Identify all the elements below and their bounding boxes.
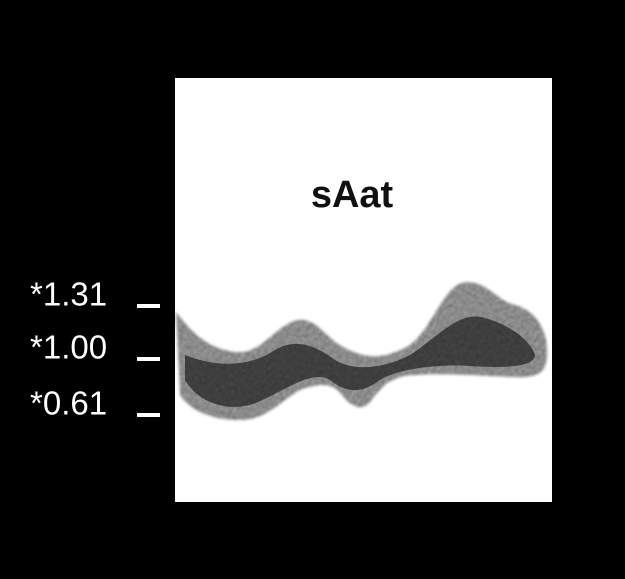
marker-label: *1.00 bbox=[30, 329, 107, 366]
figure: sAat *1.31 *1.00 *0.61 bbox=[0, 0, 625, 579]
marker-label: *1.31 bbox=[30, 276, 107, 313]
gel-title: sAat bbox=[311, 174, 394, 216]
gel-panel bbox=[175, 78, 552, 502]
marker-label: *0.61 bbox=[30, 385, 107, 422]
page: {"title": "sAat", "markers": ["*1.31", "… bbox=[0, 0, 625, 579]
